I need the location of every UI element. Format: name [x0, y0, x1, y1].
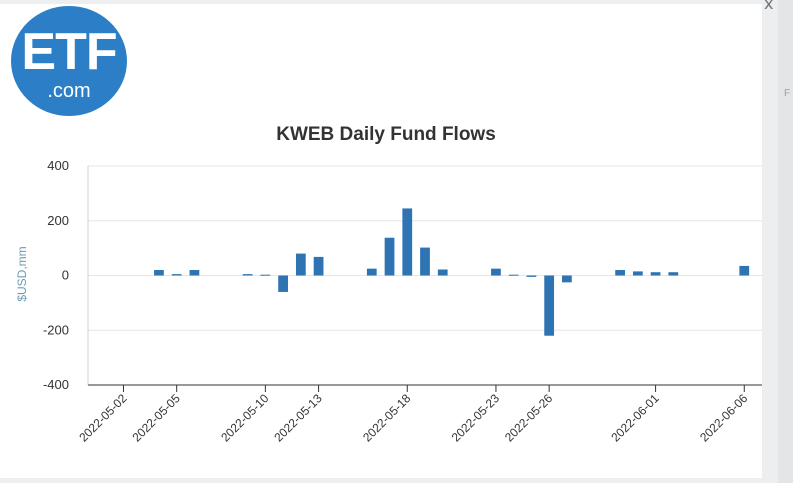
x-tick-label: 2022-05-13 — [271, 391, 325, 445]
x-tick-label: 2022-05-23 — [449, 391, 503, 445]
y-tick-label: -200 — [43, 322, 69, 337]
x-tick-label: 2022-05-05 — [129, 391, 183, 445]
bar — [313, 256, 324, 276]
bar — [526, 275, 537, 277]
bar — [171, 274, 182, 276]
bar — [278, 275, 288, 292]
x-axis: 2022-05-02 2022-05-05 2022-05-10 2022-05-13… — [76, 384, 762, 445]
x-tick-label: 2022-06-01 — [608, 391, 662, 445]
y-tick-label: 400 — [47, 158, 69, 173]
y-tick-label: 200 — [47, 213, 69, 228]
bar — [508, 274, 519, 276]
bar — [615, 270, 625, 276]
logo-primary-text: ETF — [21, 23, 117, 81]
bar — [420, 247, 430, 276]
x-tick-label: 2022-05-02 — [76, 391, 130, 445]
y-axis-ticks: 400 200 0 -200 -400 — [43, 158, 69, 392]
chart-panel — [0, 4, 762, 478]
x-tick-label: 2022-05-18 — [360, 391, 414, 445]
x-tick-label: 2022-05-10 — [218, 391, 272, 445]
y-tick-label: -400 — [43, 377, 69, 392]
bar — [295, 253, 306, 276]
bar — [562, 275, 572, 283]
bar — [650, 272, 661, 276]
y-axis-label: $USD,mm — [15, 246, 29, 301]
bar — [366, 268, 377, 276]
side-panel-fragment: F — [784, 88, 791, 99]
bar — [154, 270, 164, 276]
bar — [189, 270, 200, 276]
etf-logo: ETF .com — [11, 6, 127, 116]
bar — [632, 271, 643, 276]
bars — [154, 208, 750, 336]
bar — [242, 274, 253, 276]
logo-secondary-text: .com — [47, 80, 91, 102]
bar — [491, 268, 501, 276]
chart-title: KWEB Daily Fund Flows — [276, 124, 496, 145]
bar — [544, 275, 555, 336]
side-panel-edge: F — [778, 0, 793, 483]
bar — [668, 272, 679, 276]
bar — [384, 237, 395, 276]
x-tick-label: 2022-06-06 — [697, 391, 751, 445]
x-tick-label: 2022-05-26 — [502, 391, 556, 445]
y-tick-label: 0 — [62, 268, 69, 283]
bar — [402, 208, 413, 276]
bar — [739, 265, 750, 276]
bar — [437, 269, 448, 276]
close-icon[interactable]: x — [764, 0, 774, 13]
bar — [260, 274, 271, 276]
